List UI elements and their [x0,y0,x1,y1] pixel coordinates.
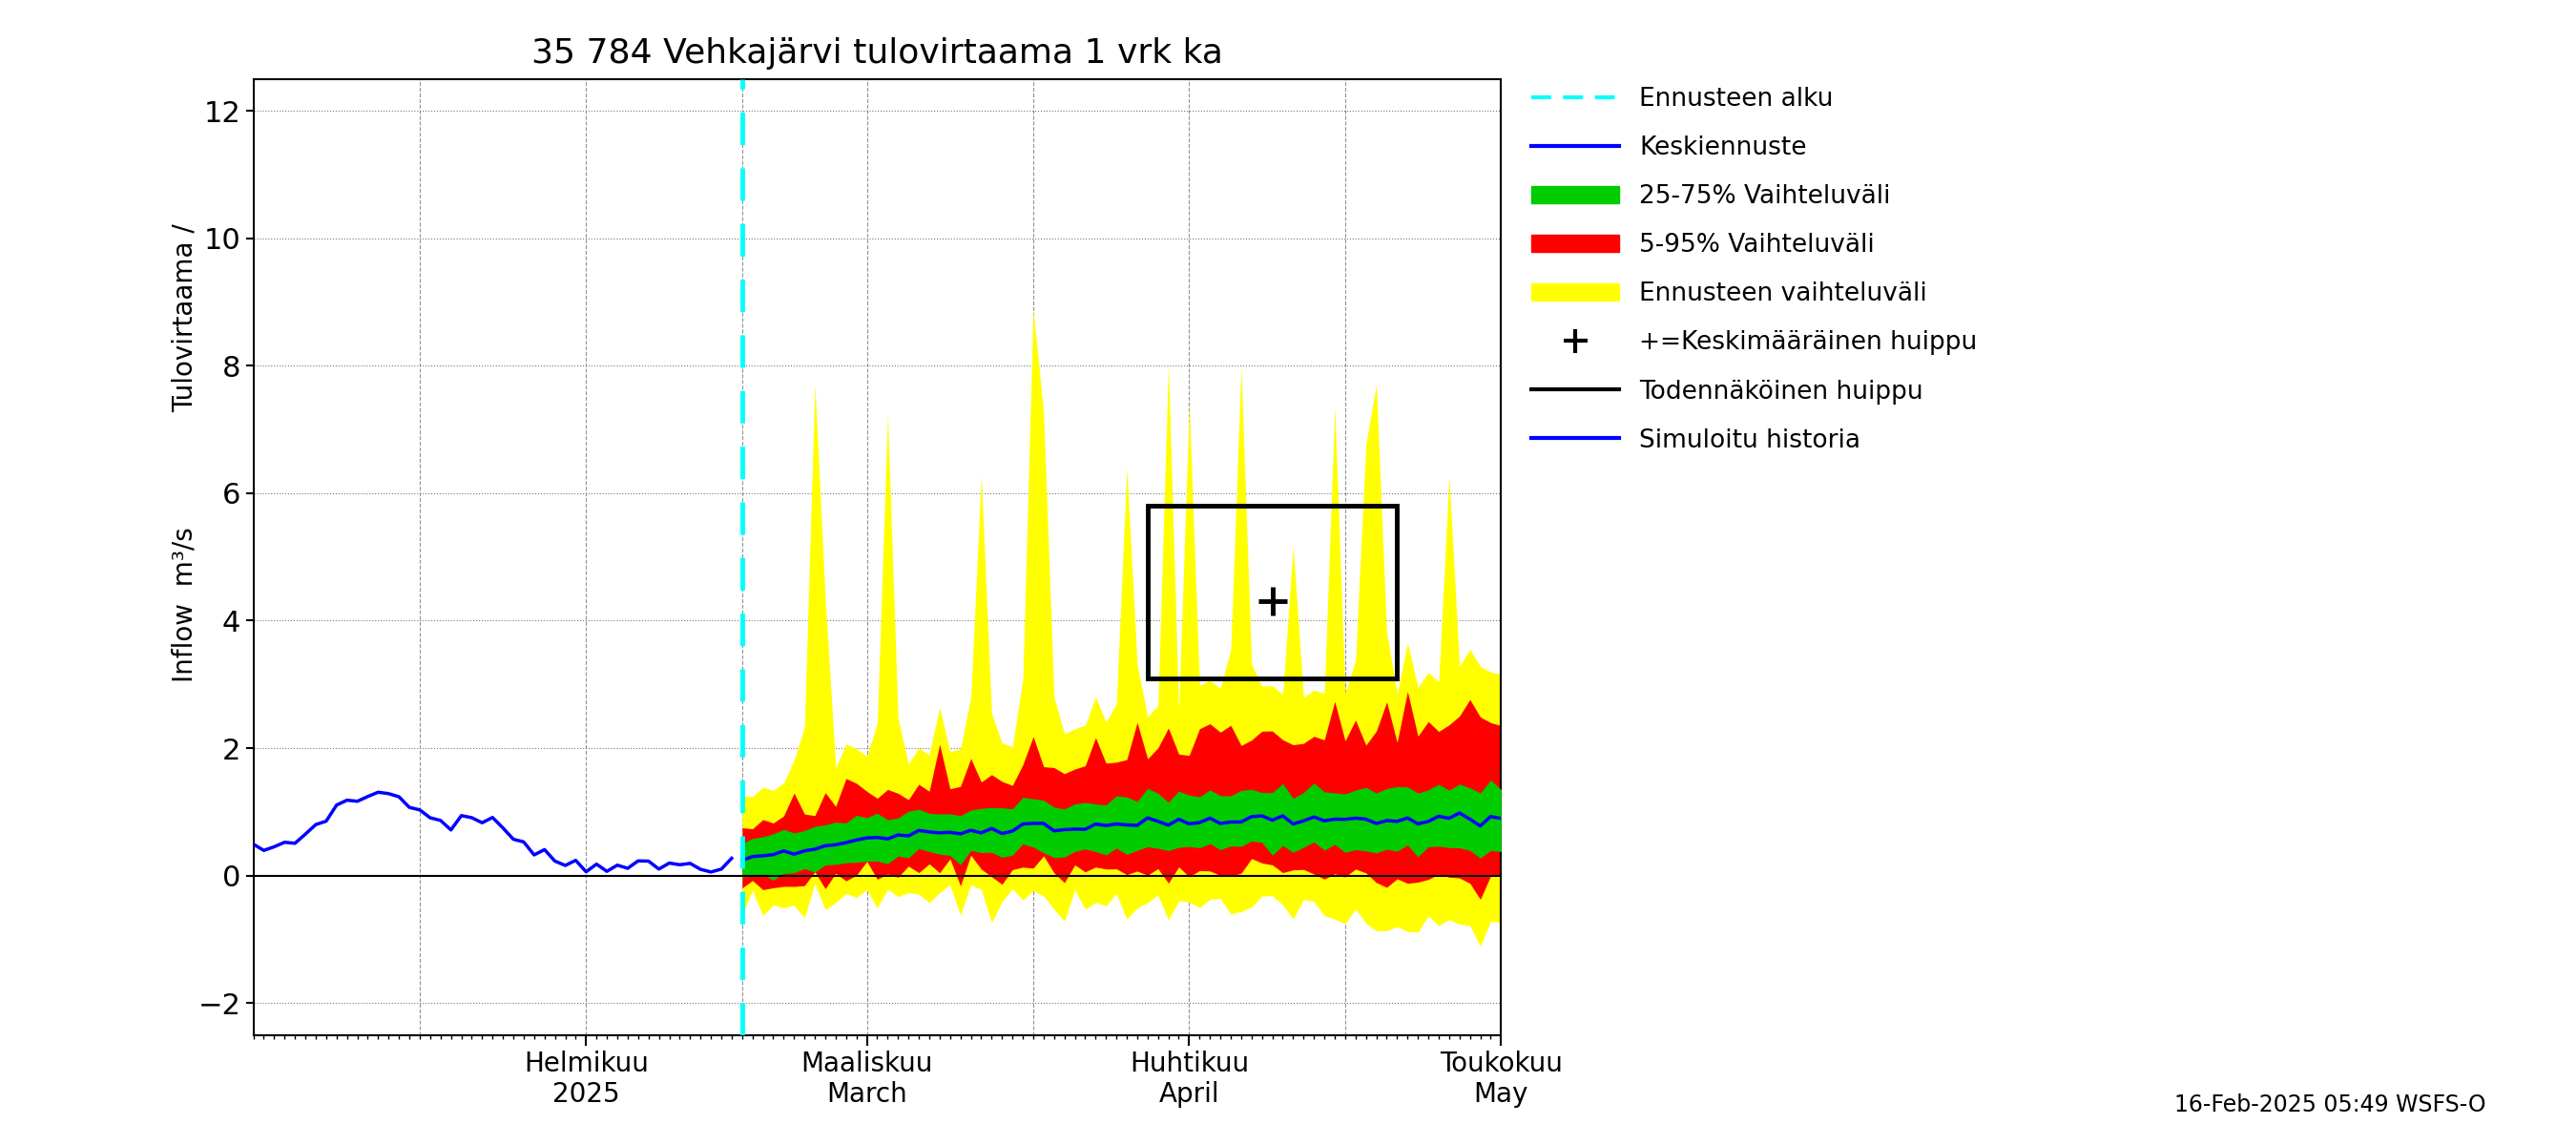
Text: Tulovirtaama /: Tulovirtaama / [173,223,198,412]
Title: 35 784 Vehkajärvi tulovirtaama 1 vrk ka: 35 784 Vehkajärvi tulovirtaama 1 vrk ka [531,37,1224,70]
Legend: Ennusteen alku, Keskiennuste, 25-75% Vaihteluväli, 5-95% Vaihteluväli, Ennusteen: Ennusteen alku, Keskiennuste, 25-75% Vai… [1520,77,1989,463]
Text: Inflow  m³/s: Inflow m³/s [173,527,198,682]
Bar [1146,506,1396,678]
Text: 16-Feb-2025 05:49 WSFS-O: 16-Feb-2025 05:49 WSFS-O [2174,1093,2486,1116]
